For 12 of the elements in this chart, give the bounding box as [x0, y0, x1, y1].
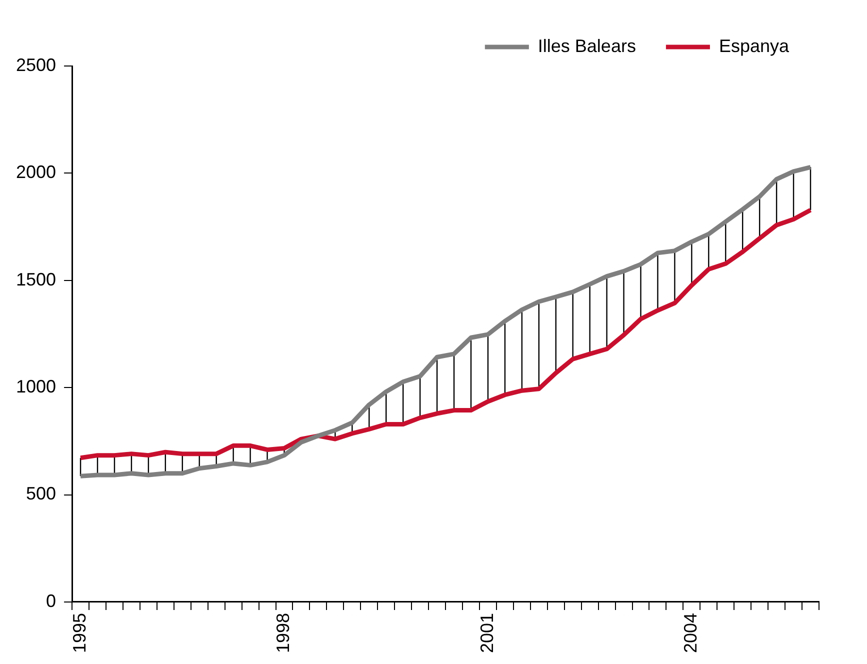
x-tick-label: 2004 — [680, 612, 701, 654]
y-tick-label: 0 — [46, 590, 56, 611]
x-tick-label: 1998 — [273, 612, 294, 654]
x-tick-label: 1995 — [70, 612, 90, 654]
y-tick-label: 2000 — [16, 162, 56, 182]
y-tick-label: 500 — [26, 484, 56, 504]
x-tick-label: 2001 — [476, 612, 497, 654]
y-tick-label: 2500 — [16, 54, 56, 75]
y-tick-label: 1000 — [16, 376, 56, 397]
legend-label: Espanya — [718, 36, 790, 56]
legend-label: Illes Balears — [538, 36, 636, 56]
y-tick-label: 1500 — [16, 269, 56, 290]
